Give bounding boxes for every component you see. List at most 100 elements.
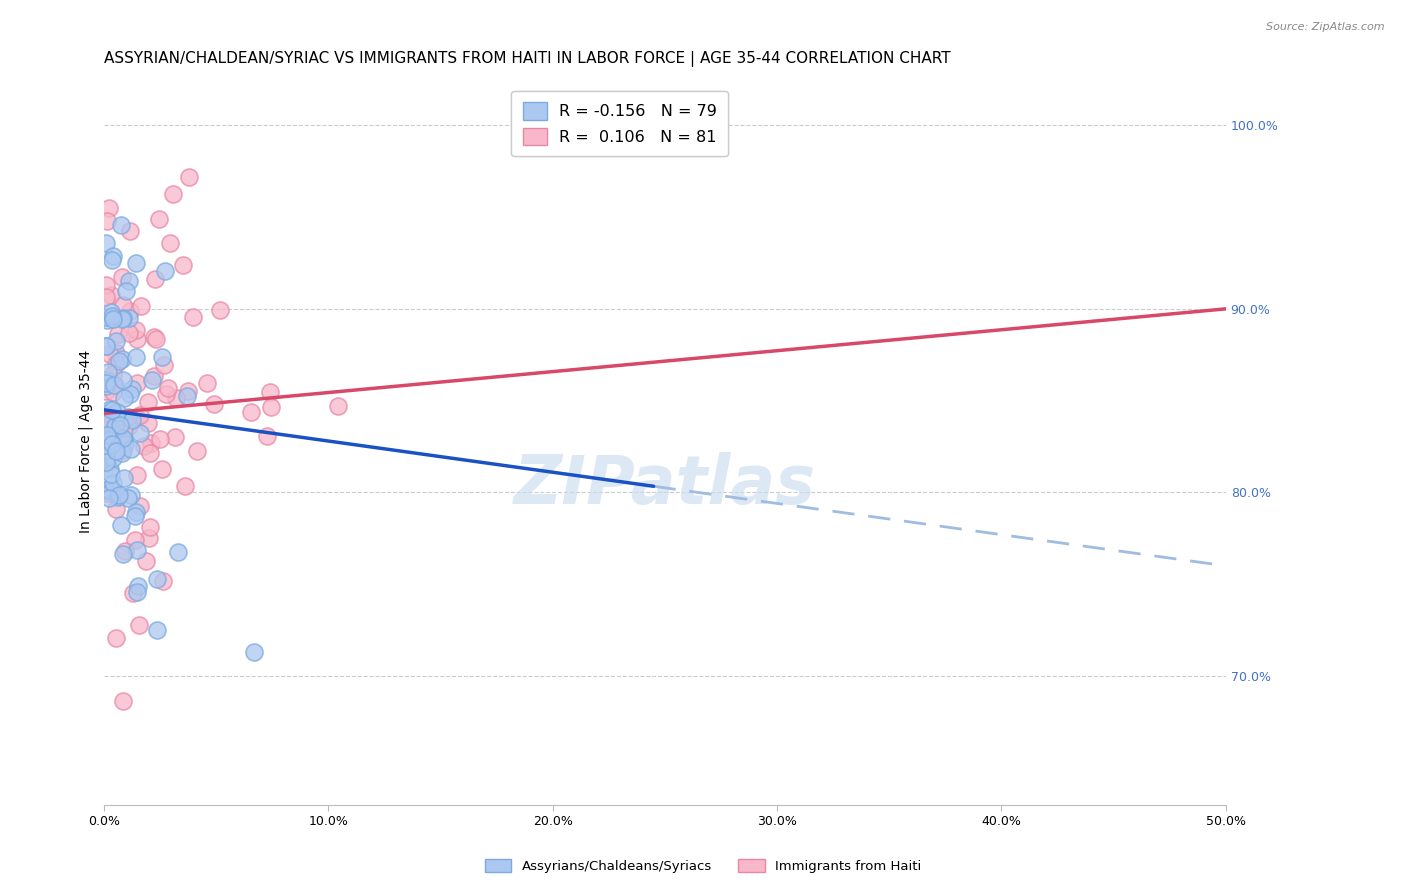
Point	[96, 450, 118, 465]
Point	[209, 303, 232, 318]
Y-axis label: In Labor Force | Age 35-44: In Labor Force | Age 35-44	[79, 351, 93, 533]
Point	[157, 381, 180, 395]
Point	[110, 219, 132, 233]
Point	[120, 442, 142, 456]
Point	[96, 428, 118, 442]
Point	[129, 426, 152, 441]
Point	[146, 624, 169, 638]
Point	[104, 421, 127, 435]
Point	[94, 483, 117, 498]
Point	[105, 632, 128, 646]
Point	[94, 339, 117, 353]
Point	[101, 249, 124, 263]
Point	[124, 509, 146, 524]
Point	[101, 475, 124, 490]
Point	[94, 235, 117, 250]
Point	[101, 376, 124, 390]
Point	[111, 351, 134, 366]
Point	[155, 264, 177, 278]
Point	[100, 467, 122, 481]
Point	[97, 365, 120, 379]
Point	[94, 379, 117, 393]
Point	[101, 385, 124, 400]
Point	[122, 586, 145, 600]
Point	[97, 201, 120, 215]
Point	[172, 258, 194, 272]
Point	[143, 369, 166, 384]
Point	[129, 499, 152, 513]
Point	[118, 274, 141, 288]
Point	[129, 409, 152, 423]
Point	[103, 311, 125, 326]
Point	[100, 305, 122, 319]
Point	[120, 224, 142, 238]
Point	[124, 533, 146, 547]
Point	[326, 399, 349, 413]
Point	[104, 334, 127, 348]
Point	[132, 439, 155, 453]
Point	[127, 579, 149, 593]
Point	[96, 442, 118, 457]
Point	[239, 405, 262, 419]
Point	[94, 376, 117, 390]
Point	[121, 382, 143, 396]
Point	[114, 437, 136, 451]
Point	[124, 505, 146, 519]
Point	[243, 645, 266, 659]
Point	[94, 290, 117, 304]
Point	[148, 212, 170, 227]
Point	[94, 278, 117, 293]
Point	[94, 373, 117, 387]
Point	[108, 417, 131, 432]
Point	[101, 310, 124, 324]
Point	[101, 450, 124, 465]
Point	[115, 284, 138, 298]
Point	[103, 368, 125, 382]
Point	[111, 547, 134, 561]
Point	[125, 468, 148, 483]
Point	[104, 378, 127, 392]
Point	[138, 531, 160, 545]
Text: ZIPatlas: ZIPatlas	[513, 452, 815, 518]
Point	[101, 436, 124, 450]
Point	[112, 311, 135, 326]
Point	[159, 235, 181, 250]
Point	[186, 444, 208, 458]
Point	[100, 483, 122, 498]
Point	[128, 618, 150, 632]
Legend: Assyrians/Chaldeans/Syriacs, Immigrants from Haiti: Assyrians/Chaldeans/Syriacs, Immigrants …	[479, 854, 927, 879]
Point	[96, 214, 118, 228]
Point	[111, 311, 134, 326]
Point	[149, 432, 172, 446]
Point	[202, 397, 225, 411]
Text: Source: ZipAtlas.com: Source: ZipAtlas.com	[1267, 22, 1385, 32]
Point	[120, 488, 142, 502]
Point	[118, 418, 141, 433]
Point	[94, 419, 117, 434]
Point	[112, 470, 135, 484]
Point	[139, 445, 162, 459]
Legend: R = -0.156   N = 79, R =  0.106   N = 81: R = -0.156 N = 79, R = 0.106 N = 81	[512, 91, 728, 156]
Point	[174, 479, 197, 493]
Point	[139, 520, 162, 534]
Point	[96, 313, 118, 327]
Point	[125, 256, 148, 270]
Point	[127, 585, 149, 599]
Point	[121, 412, 143, 426]
Point	[152, 574, 174, 588]
Point	[104, 357, 127, 371]
Point	[125, 323, 148, 337]
Point	[118, 326, 141, 341]
Point	[107, 490, 129, 504]
Point	[104, 419, 127, 434]
Point	[96, 428, 118, 442]
Point	[94, 339, 117, 353]
Point	[260, 400, 283, 414]
Point	[181, 310, 204, 324]
Point	[145, 573, 167, 587]
Point	[112, 694, 135, 708]
Point	[179, 170, 201, 185]
Point	[114, 543, 136, 558]
Point	[118, 386, 141, 401]
Point	[117, 491, 139, 505]
